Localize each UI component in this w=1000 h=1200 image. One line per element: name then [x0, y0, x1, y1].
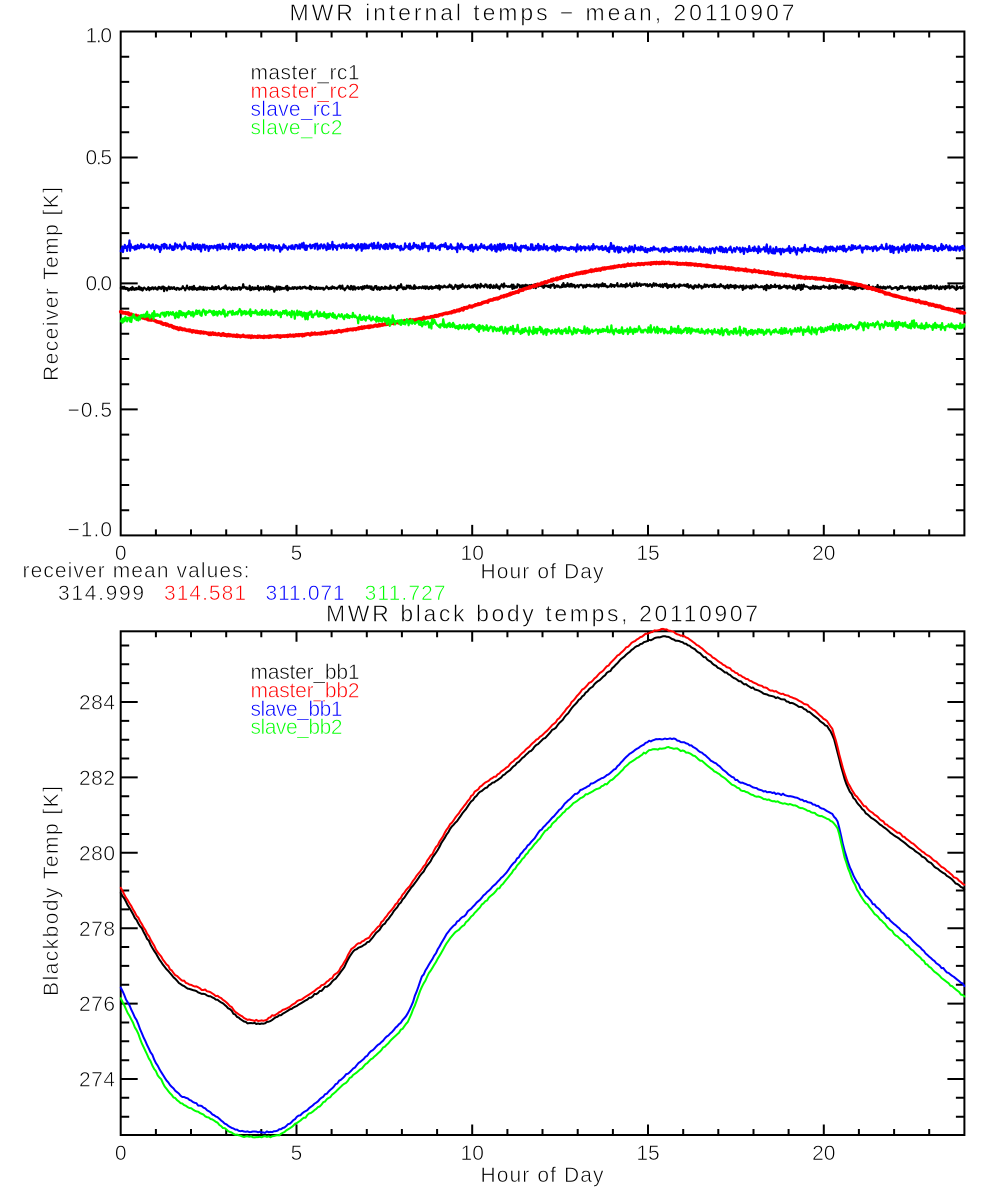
svg-text:276: 276	[79, 993, 115, 1016]
svg-text:314.581: 314.581	[164, 582, 246, 605]
svg-text:282: 282	[79, 767, 115, 790]
svg-text:0.0: 0.0	[86, 273, 113, 296]
svg-text:284: 284	[79, 692, 115, 715]
svg-text:20: 20	[812, 542, 835, 565]
svg-text:slave_bb1: slave_bb1	[251, 698, 343, 721]
svg-text:280: 280	[79, 842, 115, 865]
svg-text:0: 0	[115, 542, 127, 565]
svg-text:311.727: 311.727	[365, 582, 446, 605]
svg-text:314.999: 314.999	[58, 582, 144, 605]
svg-text:slave_rc2: slave_rc2	[251, 117, 343, 140]
svg-text:15: 15	[636, 1142, 659, 1165]
svg-text:−1.0: −1.0	[68, 518, 113, 541]
svg-text:20: 20	[812, 1142, 835, 1165]
svg-text:master_rc1: master_rc1	[251, 62, 360, 85]
svg-text:1.0: 1.0	[86, 25, 113, 48]
svg-text:0.5: 0.5	[86, 147, 113, 170]
svg-text:master_bb1: master_bb1	[251, 661, 360, 684]
svg-text:Hour of Day: Hour of Day	[481, 561, 605, 584]
svg-text:15: 15	[636, 542, 659, 565]
svg-text:master_bb2: master_bb2	[251, 680, 360, 703]
svg-text:0: 0	[115, 1142, 127, 1165]
svg-text:Blackbody Temp [K]: Blackbody Temp [K]	[40, 786, 63, 996]
svg-text:10: 10	[461, 1142, 484, 1165]
svg-text:MWR internal temps − mean, 201: MWR internal temps − mean, 20110907	[290, 0, 795, 26]
svg-text:5: 5	[291, 542, 303, 565]
svg-text:−0.5: −0.5	[68, 399, 113, 422]
svg-text:311.071: 311.071	[266, 582, 345, 605]
svg-text:slave_rc1: slave_rc1	[251, 98, 343, 121]
svg-text:274: 274	[79, 1069, 115, 1092]
svg-text:master_rc2: master_rc2	[251, 80, 360, 103]
svg-text:Receiver Temp [K]: Receiver Temp [K]	[40, 187, 63, 381]
svg-text:Hour of Day: Hour of Day	[481, 1164, 605, 1187]
svg-text:5: 5	[291, 1142, 303, 1165]
svg-text:receiver mean values:: receiver mean values:	[23, 560, 250, 583]
svg-text:278: 278	[79, 918, 115, 941]
svg-text:slave_bb2: slave_bb2	[251, 716, 343, 739]
svg-text:10: 10	[461, 542, 484, 565]
